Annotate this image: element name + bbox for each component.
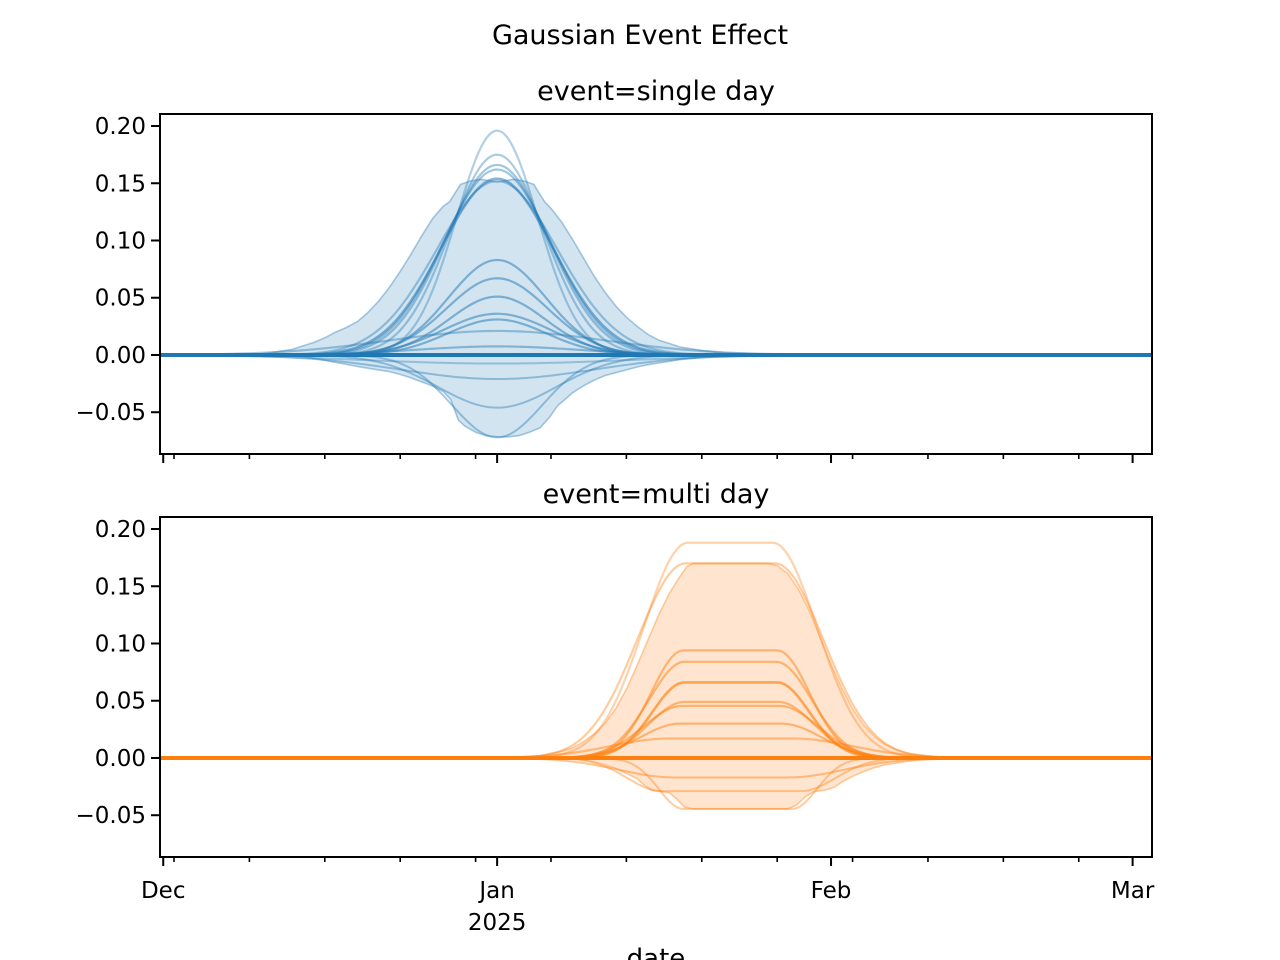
y-tick-label-0.15: 0.15 bbox=[95, 171, 146, 197]
y-tick-label-0.00: 0.00 bbox=[95, 746, 146, 772]
sample-curve bbox=[160, 163, 1151, 357]
y-tick-label-0.20: 0.20 bbox=[95, 517, 146, 543]
confidence-band bbox=[248, 178, 789, 438]
y-tick-label-−0.05: −0.05 bbox=[76, 803, 146, 829]
axes-spines bbox=[159, 516, 1153, 858]
subplot-title-single-day: event=single day bbox=[537, 76, 775, 107]
sample-curve bbox=[160, 129, 1151, 357]
y-tick-label-0.05: 0.05 bbox=[95, 689, 146, 715]
sample-curve bbox=[160, 168, 1151, 357]
y-tick-label-0.10: 0.10 bbox=[95, 631, 146, 657]
y-tick-label-0.00: 0.00 bbox=[95, 343, 146, 369]
confidence-band bbox=[485, 562, 962, 810]
y-tick-label-0.15: 0.15 bbox=[95, 574, 146, 600]
axes-spines bbox=[159, 113, 1153, 455]
y-tick-label-0.20: 0.20 bbox=[95, 114, 146, 140]
x-tick-label-mar: Mar bbox=[1111, 878, 1155, 904]
sample-curve bbox=[160, 177, 1151, 357]
x-tick-label-jan: Jan bbox=[477, 878, 514, 904]
y-tick-label-0.05: 0.05 bbox=[95, 286, 146, 312]
subplot-title-multi-day: event=multi day bbox=[543, 479, 770, 510]
sample-curve bbox=[160, 153, 1151, 357]
x-axis-label: date bbox=[627, 944, 686, 960]
y-tick-label-0.10: 0.10 bbox=[95, 228, 146, 254]
sample-curve bbox=[160, 353, 1151, 439]
x-tick-label-feb: Feb bbox=[811, 878, 852, 904]
x-tick-label-dec: Dec bbox=[141, 878, 186, 904]
figure-suptitle: Gaussian Event Effect bbox=[492, 20, 788, 51]
x-tick-year-label: 2025 bbox=[468, 910, 527, 936]
sample-curve bbox=[160, 179, 1151, 357]
y-tick-label-−0.05: −0.05 bbox=[76, 400, 146, 426]
